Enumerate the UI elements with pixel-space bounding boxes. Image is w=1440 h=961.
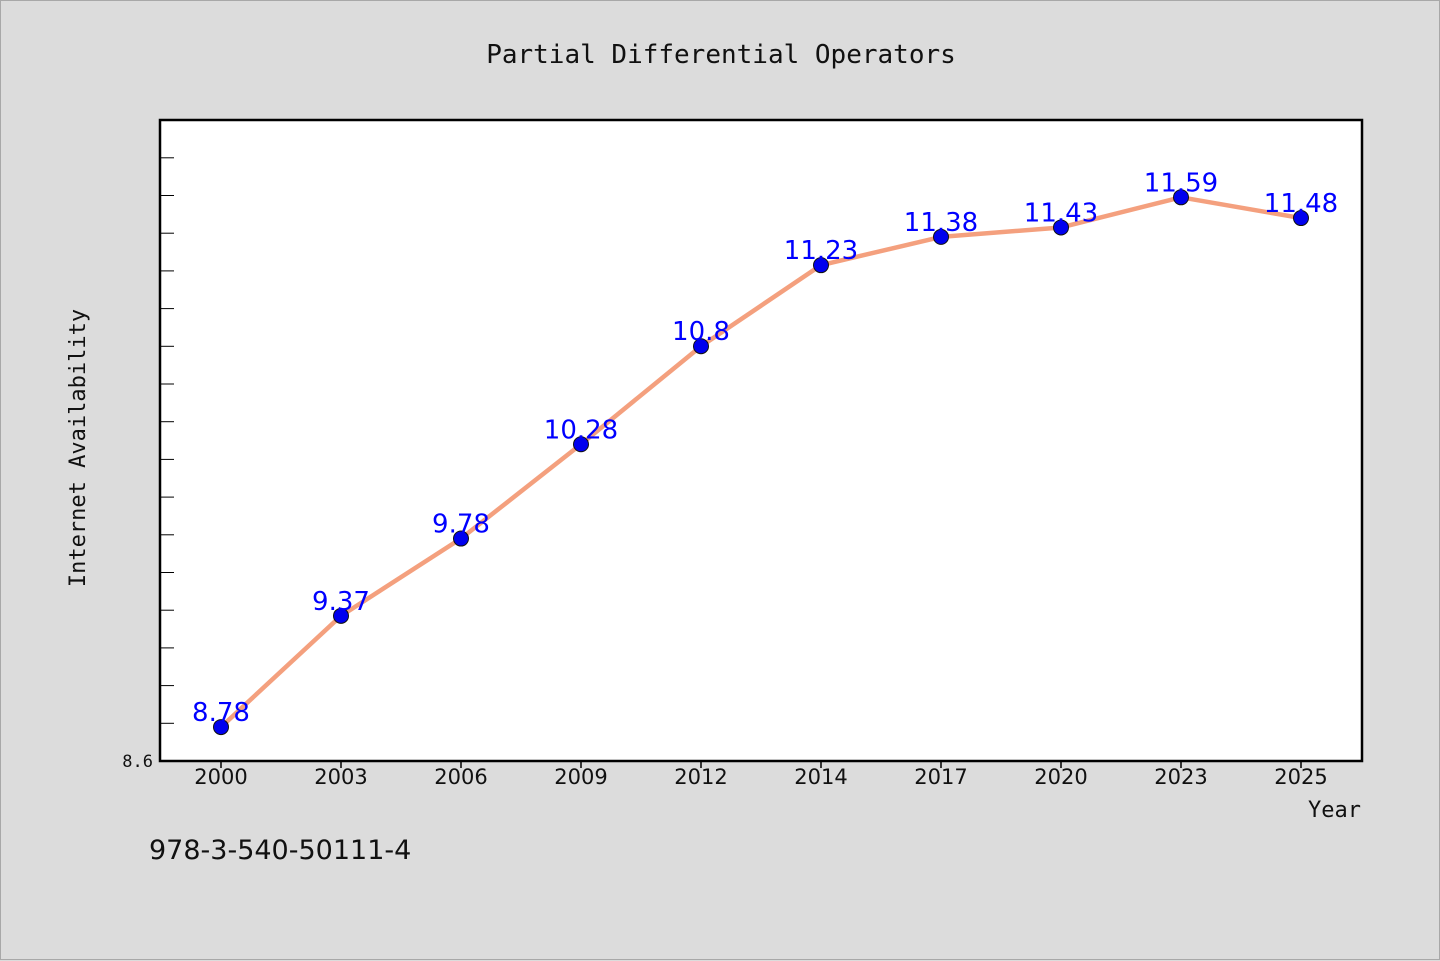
plot-area	[158, 118, 1364, 763]
data-label: 9.37	[312, 587, 370, 617]
x-tick-label: 2012	[674, 765, 727, 789]
data-label: 11.48	[1264, 189, 1338, 219]
data-label: 8.78	[192, 698, 250, 728]
x-tick-label: 2025	[1274, 765, 1327, 789]
data-label: 11.43	[1024, 198, 1098, 228]
data-point	[693, 338, 709, 355]
y-axis-label: Internet Availability	[66, 309, 91, 587]
x-axis-label: Year	[1308, 798, 1361, 823]
data-point	[1293, 210, 1309, 227]
data-point	[453, 530, 469, 547]
data-label: 11.23	[784, 236, 858, 266]
x-tick-label: 2023	[1154, 765, 1207, 789]
chart-title: Partial Differential Operators	[486, 40, 956, 70]
x-tick-label: 2006	[434, 765, 487, 789]
x-tick-label: 2000	[194, 765, 247, 789]
series-line	[218, 195, 1304, 730]
data-label: 9.78	[432, 510, 490, 540]
data-label: 10.8	[672, 317, 730, 347]
x-tick-label: 2017	[914, 765, 967, 789]
data-label: 11.38	[904, 208, 978, 238]
data-point	[1053, 219, 1069, 236]
y-axis-minor-ticks	[160, 157, 174, 762]
data-point	[213, 719, 229, 736]
data-point	[813, 257, 829, 274]
data-label: 11.59	[1144, 168, 1218, 198]
x-tick-label: 2020	[1034, 765, 1087, 789]
data-point	[933, 228, 949, 245]
y-tick-label: 8.6	[122, 752, 153, 772]
data-point	[573, 436, 589, 453]
data-series: 8.78 9.37 9.78 10.28 10.8 11.23 11.38 11.43 11.5…	[192, 168, 1338, 736]
x-tick-label: 2014	[794, 765, 847, 789]
x-axis-ticks: 2000 2003 2006 2009 2012 2014 2017 2020 2023 2025	[194, 760, 1328, 789]
data-label: 10.28	[544, 415, 618, 445]
x-tick-label: 2003	[314, 765, 367, 789]
data-point	[333, 607, 349, 624]
data-point	[1173, 189, 1189, 206]
x-tick-label: 2009	[554, 765, 607, 789]
isbn-text: 978-3-540-50111-4	[149, 835, 412, 866]
